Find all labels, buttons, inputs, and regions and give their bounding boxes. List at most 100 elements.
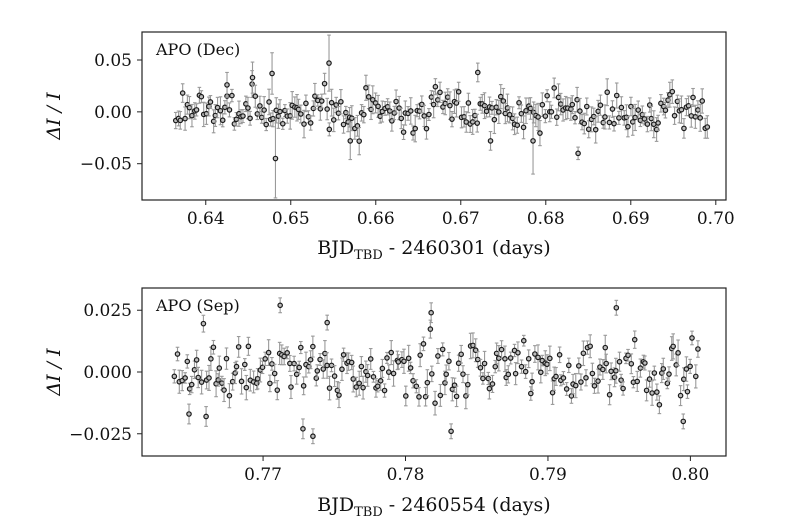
data-point	[263, 117, 270, 132]
data-point	[179, 83, 186, 103]
data-point	[623, 104, 630, 131]
data-point	[555, 83, 562, 112]
data-point	[277, 297, 283, 314]
data-point	[563, 381, 570, 396]
data-point	[611, 115, 617, 132]
data-point	[591, 377, 598, 394]
y-tick-label: 0.05	[94, 51, 132, 71]
data-point	[417, 343, 423, 368]
data-point	[489, 100, 495, 115]
data-point	[242, 358, 248, 371]
data-point	[295, 98, 302, 120]
data-point	[374, 380, 381, 393]
x-axis-label: BJDTBD - 2460554 (days)	[317, 494, 550, 520]
data-point	[678, 95, 685, 124]
data-point	[608, 362, 614, 381]
x-axis-label: BJDTBD - 2460301 (days)	[317, 237, 550, 263]
data-point	[393, 89, 399, 114]
data-point	[574, 86, 580, 113]
data-point	[515, 341, 521, 365]
data-point	[625, 115, 631, 138]
data-point	[572, 372, 579, 399]
data-point	[412, 114, 419, 143]
data-point	[324, 352, 330, 379]
x-tick-label: 0.64	[187, 209, 225, 229]
data-point	[177, 111, 184, 130]
data-point	[644, 115, 651, 133]
data-point	[310, 428, 316, 445]
data-point	[229, 372, 236, 391]
data-point	[618, 373, 624, 387]
data-point	[367, 347, 374, 370]
data-point	[186, 403, 192, 425]
data-point	[330, 107, 337, 133]
data-point	[597, 358, 603, 376]
data-point	[683, 356, 690, 382]
data-point	[358, 356, 365, 377]
data-point	[449, 110, 455, 128]
data-point	[542, 109, 549, 124]
data-point	[363, 74, 369, 101]
data-point	[440, 99, 446, 115]
data-point	[613, 299, 620, 316]
data-point	[400, 124, 407, 141]
data-point	[539, 92, 546, 118]
data-point	[674, 94, 681, 109]
data-points	[171, 297, 701, 445]
y-tick-label: 0.000	[83, 363, 132, 383]
data-point	[505, 365, 512, 384]
data-point	[587, 334, 593, 359]
data-point	[449, 377, 456, 402]
data-point	[518, 104, 525, 123]
data-point	[671, 106, 678, 125]
data-point	[226, 383, 233, 409]
data-point	[301, 109, 307, 139]
data-point	[637, 358, 644, 378]
data-point	[423, 117, 430, 140]
data-point	[184, 354, 191, 369]
x-tick-label: 0.65	[272, 209, 310, 229]
x-tick-label: 0.70	[697, 209, 735, 229]
data-point	[370, 370, 377, 383]
data-point	[504, 93, 511, 123]
data-point	[281, 347, 287, 366]
data-point	[681, 118, 687, 139]
data-point	[528, 386, 534, 401]
data-point	[460, 365, 466, 384]
data-point	[432, 78, 439, 96]
data-point	[502, 345, 508, 373]
data-point	[372, 92, 379, 114]
data-point	[310, 335, 316, 358]
data-point	[506, 106, 513, 124]
data-point	[489, 374, 496, 394]
data-point	[401, 348, 407, 374]
data-point	[451, 377, 458, 393]
data-point	[646, 97, 653, 113]
data-point	[207, 95, 214, 109]
data-point	[569, 95, 576, 115]
data-point	[298, 340, 304, 355]
data-point	[487, 131, 494, 151]
data-point	[642, 355, 648, 371]
y-tick-label: −0.025	[69, 425, 132, 445]
data-point	[650, 110, 657, 139]
data-point	[336, 382, 342, 409]
data-point	[497, 84, 504, 110]
data-point	[602, 334, 609, 361]
data-point	[296, 360, 303, 375]
data-point	[578, 373, 584, 391]
data-point	[385, 364, 392, 380]
data-point	[620, 381, 626, 396]
data-point	[410, 373, 416, 389]
data-point	[324, 97, 330, 121]
data-point	[628, 353, 635, 375]
data-point	[326, 34, 332, 92]
data-point	[544, 89, 550, 103]
data-point	[585, 120, 592, 139]
data-point	[288, 375, 294, 400]
data-point	[532, 345, 538, 363]
data-point	[662, 101, 669, 119]
data-point	[430, 90, 437, 119]
data-point	[424, 369, 431, 397]
data-point	[328, 358, 335, 373]
